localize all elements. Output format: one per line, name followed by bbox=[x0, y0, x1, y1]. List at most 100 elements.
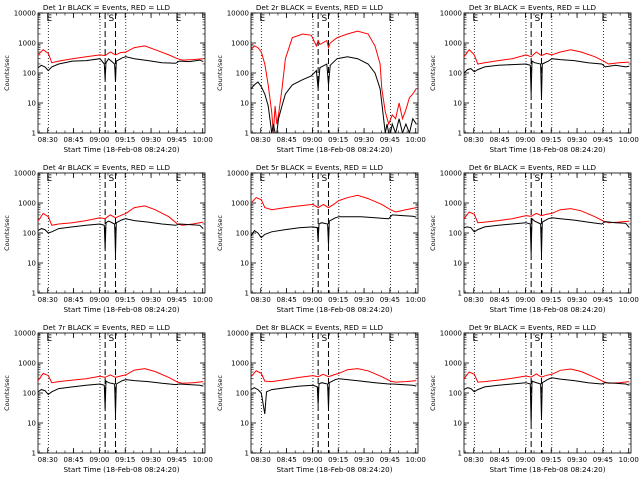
y-tick-label: 1000 bbox=[18, 360, 36, 368]
chart-svg: Det 8r BLACK = Events, RED = LLD 1 10 100 10… bbox=[216, 323, 426, 474]
x-tick-label: 08:30 bbox=[251, 136, 271, 144]
y-tick-label: 10 bbox=[240, 420, 249, 428]
x-tick-label: 08:45 bbox=[489, 456, 509, 464]
plot-frame bbox=[463, 12, 632, 134]
marker-label: E bbox=[389, 174, 395, 184]
chart-title: Det 1r BLACK = Events, RED = LLD bbox=[43, 3, 171, 12]
marker-label: E bbox=[472, 334, 478, 344]
events-series-line bbox=[464, 377, 630, 424]
x-tick-label: 08:30 bbox=[464, 456, 484, 464]
x-tick-label: 08:45 bbox=[63, 296, 83, 304]
y-tick-label: 100 bbox=[23, 390, 36, 398]
x-tick-label: 09:45 bbox=[593, 296, 613, 304]
plot-frame bbox=[250, 332, 419, 454]
x-tick-label: 09:45 bbox=[380, 456, 400, 464]
marker-label: S bbox=[108, 174, 114, 184]
detector-panel-6: Det 6r BLACK = Events, RED = LLD 1 10 100 10… bbox=[426, 160, 639, 320]
marker-label: E bbox=[259, 174, 265, 184]
lld-series-line bbox=[251, 368, 417, 383]
x-tick-label: 09:00 bbox=[515, 456, 535, 464]
y-tick-label: 1000 bbox=[231, 200, 249, 208]
marker-label: S bbox=[534, 174, 540, 184]
chart-title: Det 5r BLACK = Events, RED = LLD bbox=[256, 163, 384, 172]
marker-label: E bbox=[176, 174, 182, 184]
x-tick-label: 09:00 bbox=[515, 296, 535, 304]
x-tick-label: 10:00 bbox=[193, 296, 213, 304]
x-tick-label: 09:15 bbox=[115, 136, 135, 144]
y-tick-label: 100 bbox=[236, 230, 249, 238]
marker-label: E bbox=[389, 334, 395, 344]
y-tick-label: 100 bbox=[236, 390, 249, 398]
plot-frame bbox=[37, 172, 206, 294]
y-axis-label: Counts/sec bbox=[429, 375, 437, 411]
x-tick-label: 09:45 bbox=[380, 136, 400, 144]
chart-svg: Det 6r BLACK = Events, RED = LLD 1 10 100 10… bbox=[429, 163, 639, 314]
y-tick-label: 10 bbox=[453, 100, 462, 108]
chart-svg: Det 3r BLACK = Events, RED = LLD 1 10 100 10… bbox=[429, 3, 639, 154]
y-tick-label: 1 bbox=[245, 130, 249, 138]
x-tick-label: 08:45 bbox=[276, 296, 296, 304]
y-tick-label: 100 bbox=[236, 70, 249, 78]
x-axis-label: Start Time (18-Feb-08 08:24:20) bbox=[276, 145, 392, 154]
chart-title: Det 3r BLACK = Events, RED = LLD bbox=[469, 3, 597, 12]
y-tick-label: 1 bbox=[245, 290, 249, 298]
y-tick-label: 100 bbox=[23, 70, 36, 78]
x-tick-label: 09:15 bbox=[328, 296, 348, 304]
x-tick-label: 09:30 bbox=[354, 136, 374, 144]
y-axis-label: Counts/sec bbox=[216, 215, 224, 251]
lld-series-line bbox=[38, 45, 204, 64]
marker-label: E bbox=[472, 174, 478, 184]
x-tick-label: 08:30 bbox=[38, 456, 58, 464]
detector-panel-1: Det 1r BLACK = Events, RED = LLD 1 10 100 10… bbox=[0, 0, 213, 160]
x-axis-label: Start Time (18-Feb-08 08:24:20) bbox=[63, 465, 179, 474]
y-tick-label: 1 bbox=[32, 290, 36, 298]
marker-label: E bbox=[46, 174, 52, 184]
x-tick-label: 08:30 bbox=[464, 136, 484, 144]
y-tick-label: 1000 bbox=[18, 200, 36, 208]
events-series-line bbox=[251, 214, 417, 245]
y-tick-label: 1000 bbox=[444, 40, 462, 48]
x-axis-label: Start Time (18-Feb-08 08:24:20) bbox=[276, 465, 392, 474]
chart-svg: Det 5r BLACK = Events, RED = LLD 1 10 100 10… bbox=[216, 163, 426, 314]
x-tick-label: 10:00 bbox=[193, 456, 213, 464]
x-tick-label: 09:45 bbox=[593, 136, 613, 144]
events-series-line bbox=[251, 56, 417, 133]
x-tick-label: 08:30 bbox=[38, 136, 58, 144]
chart-svg: Det 4r BLACK = Events, RED = LLD 1 10 100 10… bbox=[3, 163, 213, 314]
lld-series-line bbox=[251, 30, 417, 133]
x-tick-label: 09:15 bbox=[541, 136, 561, 144]
x-tick-label: 10:00 bbox=[619, 296, 639, 304]
lld-series-line bbox=[38, 205, 204, 226]
x-axis-label: Start Time (18-Feb-08 08:24:20) bbox=[63, 305, 179, 314]
marker-label: E bbox=[472, 14, 478, 24]
x-tick-label: 09:30 bbox=[354, 456, 374, 464]
marker-label: E bbox=[176, 14, 182, 24]
plot-frame bbox=[37, 12, 206, 134]
marker-label: S bbox=[321, 174, 327, 184]
y-axis-label: Counts/sec bbox=[3, 215, 11, 251]
x-tick-label: 09:15 bbox=[541, 456, 561, 464]
marker-label: S bbox=[534, 14, 540, 24]
detector-panel-7: Det 7r BLACK = Events, RED = LLD 1 10 100 10… bbox=[0, 320, 213, 480]
y-tick-label: 10 bbox=[27, 420, 36, 428]
x-tick-label: 09:30 bbox=[354, 296, 374, 304]
y-tick-label: 10000 bbox=[14, 10, 36, 18]
x-tick-label: 08:45 bbox=[489, 136, 509, 144]
x-tick-label: 09:45 bbox=[167, 296, 187, 304]
x-tick-label: 08:30 bbox=[38, 296, 58, 304]
x-tick-label: 09:30 bbox=[567, 296, 587, 304]
y-axis-label: Counts/sec bbox=[429, 215, 437, 251]
y-tick-label: 1000 bbox=[231, 40, 249, 48]
detector-panel-8: Det 8r BLACK = Events, RED = LLD 1 10 100 10… bbox=[213, 320, 426, 480]
x-axis-label: Start Time (18-Feb-08 08:24:20) bbox=[489, 145, 605, 154]
events-series-line bbox=[464, 58, 630, 98]
events-series-line bbox=[38, 56, 204, 83]
x-tick-label: 09:30 bbox=[141, 456, 161, 464]
x-tick-label: 09:15 bbox=[541, 296, 561, 304]
x-tick-label: 09:15 bbox=[328, 136, 348, 144]
y-tick-label: 1 bbox=[458, 130, 462, 138]
x-axis-label: Start Time (18-Feb-08 08:24:20) bbox=[489, 305, 605, 314]
chart-title: Det 2r BLACK = Events, RED = LLD bbox=[256, 3, 384, 12]
marker-label: S bbox=[321, 334, 327, 344]
